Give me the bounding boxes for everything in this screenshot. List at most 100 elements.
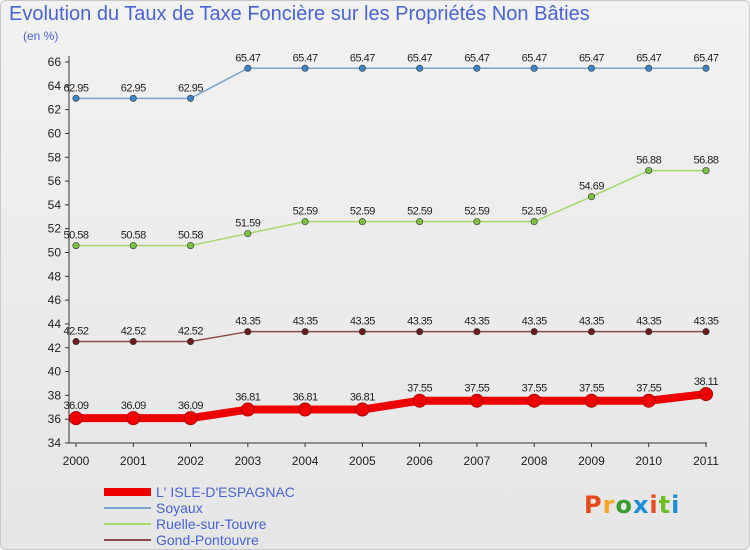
data-label: 43.35 [693,316,718,328]
y-tick-label: 46 [48,293,62,307]
data-point [126,411,141,426]
x-tick-label: 2008 [521,454,548,468]
y-tick-label: 48 [48,269,62,283]
data-point [244,230,252,238]
x-tick-label: 2007 [464,454,491,468]
data-label: 36.81 [235,392,260,404]
data-label: 43.35 [464,316,489,328]
data-point [645,328,653,336]
data-label: 50.58 [121,230,146,242]
data-point [469,393,484,408]
legend-entry: Ruelle-sur-Touvre [156,516,267,532]
data-label: 62.95 [178,82,203,94]
data-point [129,338,137,346]
data-point [699,387,713,402]
data-label: 42.52 [178,326,203,338]
legend-entry: L' ISLE-D'ESPAGNAC [156,484,295,500]
series-line [75,169,707,247]
data-point [527,393,542,408]
data-label: 52.59 [407,206,432,218]
data-point [358,218,366,226]
data-point [702,64,710,72]
unit-label: (en %) [23,29,59,43]
x-tick-label: 2005 [349,454,376,468]
data-point [244,328,252,336]
data-point [358,328,366,336]
data-point [72,338,80,346]
data-label: 50.58 [178,230,203,242]
x-tick-label: 2002 [177,454,204,468]
data-point [702,328,710,336]
data-point [187,94,195,102]
data-label: 52.59 [464,206,489,218]
data-point [641,393,656,408]
data-point [412,393,427,408]
y-tick-label: 50 [48,246,62,260]
data-point [69,411,83,426]
logo-letter: t [658,491,672,519]
data-label: 43.35 [350,316,375,328]
legend-entry: Gond-Pontouvre [156,532,259,548]
data-label: 42.52 [121,326,146,338]
y-tick-label: 36 [48,412,62,426]
data-point [530,328,538,336]
data-label: 36.81 [293,392,318,404]
data-label: 50.58 [63,230,88,242]
logo-letter: i [649,491,659,519]
y-tick-label: 58 [48,150,62,164]
data-label: 65.47 [407,52,432,64]
x-tick-label: 2011 [693,454,719,468]
data-label: 54.69 [579,181,604,193]
data-point [129,242,137,250]
logo-letter: x [632,491,650,519]
data-label: 37.55 [579,383,604,395]
y-tick-label: 54 [48,198,62,212]
x-tick-label: 2003 [234,454,261,468]
logo-letter: r [602,491,616,519]
data-point [587,328,595,336]
y-tick-label: 66 [48,55,62,69]
data-point [301,328,309,336]
logo-letter: i [671,491,681,519]
data-point [645,64,653,72]
data-label: 65.47 [579,52,604,64]
y-tick-label: 64 [48,79,62,93]
data-label: 37.55 [522,383,547,395]
data-label: 36.09 [63,400,88,412]
x-tick-label: 2009 [578,454,605,468]
data-label: 62.95 [63,82,88,94]
data-label: 65.47 [293,52,318,64]
y-tick-label: 60 [48,126,62,140]
data-label: 36.09 [121,400,146,412]
data-label: 56.88 [636,155,661,167]
data-point [530,64,538,72]
legend-entry: Soyaux [156,500,203,516]
proxiti-logo: Proxiti [584,491,680,519]
data-label: 65.47 [235,52,260,64]
data-point [358,64,366,72]
data-point [129,94,137,102]
data-point [298,402,313,417]
data-label: 43.35 [293,316,318,328]
data-label: 52.59 [293,206,318,218]
data-label: 36.81 [350,392,375,404]
data-point [187,338,195,346]
data-label: 51.59 [235,218,260,230]
data-point [244,64,252,72]
y-tick-label: 38 [48,388,62,402]
x-tick-label: 2001 [120,454,147,468]
data-point [645,167,653,175]
y-tick-label: 56 [48,174,62,188]
data-label: 65.47 [350,52,375,64]
chart-title: Evolution du Taux de Taxe Foncière sur l… [9,3,590,25]
data-point [416,218,424,226]
y-tick-label: 44 [48,317,62,331]
data-label: 65.47 [693,52,718,64]
data-label: 65.47 [636,52,661,64]
data-point [416,328,424,336]
data-point [183,411,198,426]
data-label: 65.47 [464,52,489,64]
data-label: 43.35 [636,316,661,328]
